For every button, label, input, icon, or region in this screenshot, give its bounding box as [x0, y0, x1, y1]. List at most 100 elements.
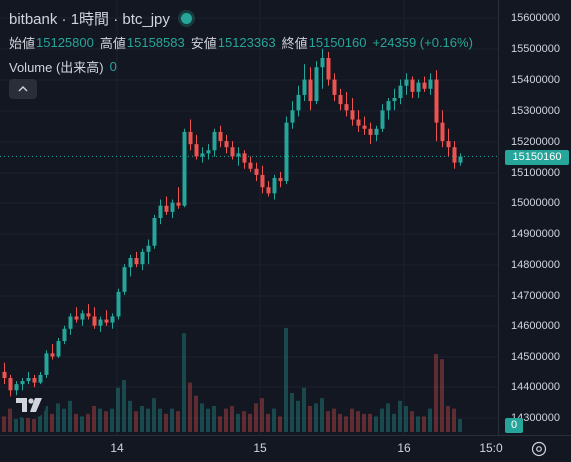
candle-body: [2, 371, 7, 378]
live-dot-icon: [180, 12, 192, 24]
volume-bar: [242, 411, 246, 432]
volume-bar: [56, 403, 60, 432]
volume-bar: [152, 398, 156, 432]
candle-body: [44, 353, 49, 375]
change-value: +24359 (+0.16%): [372, 34, 473, 50]
candle-body: [266, 187, 271, 194]
candle-body: [164, 205, 169, 212]
volume-bar: [200, 403, 204, 432]
price-tick: 15100000: [511, 167, 560, 179]
volume-bar: [386, 403, 390, 432]
volume-bar: [404, 406, 408, 432]
candle-body: [116, 291, 121, 317]
candle-body: [14, 384, 19, 391]
time-tick: 16: [397, 441, 411, 455]
volume-bar: [14, 419, 18, 432]
high-label: 高値: [99, 35, 126, 51]
candle-body: [230, 147, 235, 157]
volume-bar: [194, 395, 198, 432]
volume-bar: [92, 406, 96, 432]
candle-body: [62, 328, 67, 342]
candle-body: [92, 316, 97, 326]
volume-bar: [26, 413, 30, 432]
candle-body: [170, 202, 175, 212]
collapse-legend-button[interactable]: [9, 79, 37, 99]
volume-bar: [422, 416, 426, 432]
volume-bar: [224, 408, 228, 432]
candle-body: [242, 153, 247, 163]
candle-body: [182, 131, 187, 206]
candle-body: [452, 147, 457, 163]
candle-body: [284, 122, 289, 182]
volume-bar: [146, 408, 150, 432]
candle-body: [326, 58, 331, 80]
price-axis[interactable]: 15600000 15500000 15400000 15300000 1520…: [498, 0, 571, 435]
time-axis[interactable]: 14 15 16 15:0: [0, 435, 571, 462]
gear-icon[interactable]: [530, 440, 548, 458]
volume-bar: [290, 393, 294, 432]
candle-body: [56, 341, 61, 357]
candle-body: [50, 353, 55, 357]
candle-body: [212, 131, 217, 151]
volume-axis-label: 0: [505, 418, 523, 433]
candle-body: [158, 205, 163, 218]
candle-body: [248, 162, 253, 169]
volume-bar: [8, 408, 12, 432]
volume-bar: [356, 411, 360, 432]
volume-bar: [392, 413, 396, 432]
price-tick: 15300000: [511, 105, 560, 117]
volume-bar: [326, 411, 330, 432]
price-tick: 15000000: [511, 197, 560, 209]
tradingview-logo[interactable]: [12, 392, 46, 418]
candle-body: [446, 141, 451, 148]
volume-row[interactable]: Volume (出来高) 0: [9, 54, 479, 78]
candle-body: [110, 316, 115, 323]
price-tick: 14600000: [511, 320, 560, 332]
open-label: 始値: [9, 35, 36, 51]
candle-body: [128, 258, 133, 268]
candle-body: [458, 156, 463, 163]
candle-body: [422, 82, 427, 89]
candle-body: [188, 131, 193, 145]
candle-body: [320, 58, 325, 68]
candle-body: [440, 122, 445, 142]
candle-body: [38, 374, 43, 383]
volume-bar: [380, 408, 384, 432]
volume-bar: [440, 359, 444, 432]
candle-body: [146, 245, 151, 252]
candle-body: [218, 131, 223, 142]
tradingview-logo-icon: [16, 398, 42, 412]
candle-body: [104, 319, 109, 323]
candle-body: [98, 319, 103, 326]
volume-bar: [266, 413, 270, 432]
candle-body: [338, 94, 343, 105]
candle-body: [314, 67, 319, 102]
close-label: 終値: [281, 35, 308, 51]
candle-body: [434, 79, 439, 123]
candle-body: [32, 378, 37, 383]
volume-bar: [68, 400, 72, 432]
symbol-title[interactable]: bitbank · 1時間 · btc_jpy: [9, 10, 170, 28]
volume-bar: [176, 411, 180, 432]
candle-body: [374, 128, 379, 135]
candle-body: [254, 168, 259, 175]
candle-body: [68, 316, 73, 329]
volume-bar: [188, 382, 192, 432]
candle-body: [20, 381, 25, 385]
volume-bar: [122, 380, 126, 432]
price-tick: 15200000: [511, 136, 560, 148]
volume-bar: [104, 411, 108, 432]
volume-bar: [302, 387, 306, 432]
candle-body: [380, 110, 385, 129]
volume-bar: [2, 416, 6, 432]
price-tick: 14400000: [511, 381, 560, 393]
close-value: 15150160: [308, 34, 367, 50]
volume-bar: [446, 406, 450, 432]
volume-bar: [236, 413, 240, 432]
volume-label: Volume (出来高): [9, 59, 104, 75]
volume-bar: [398, 400, 402, 432]
volume-bar: [284, 328, 288, 432]
volume-bar: [170, 408, 174, 432]
time-tick: 15:0: [479, 441, 503, 455]
